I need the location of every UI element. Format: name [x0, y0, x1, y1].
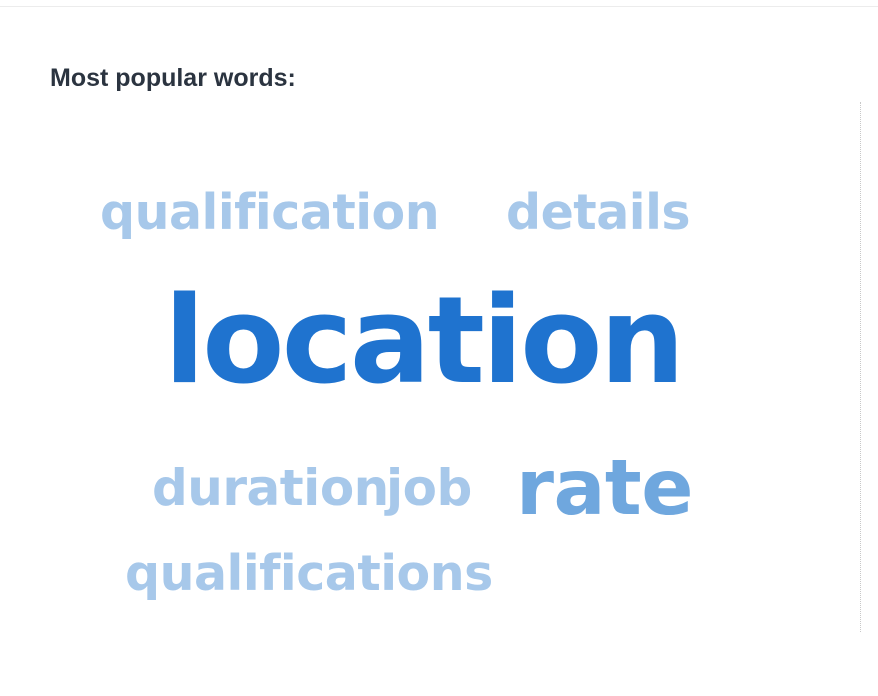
- right-divider: [860, 102, 861, 632]
- word-job: job: [386, 459, 472, 517]
- word-rate: rate: [516, 444, 693, 533]
- section-heading: Most popular words:: [50, 64, 296, 92]
- word-details: details: [506, 184, 691, 241]
- word-qualification: qualification: [100, 184, 440, 241]
- word-qualifications: qualifications: [125, 545, 493, 602]
- top-divider: [0, 6, 878, 7]
- word-duration: duration: [152, 459, 389, 517]
- word-location: location: [164, 272, 685, 411]
